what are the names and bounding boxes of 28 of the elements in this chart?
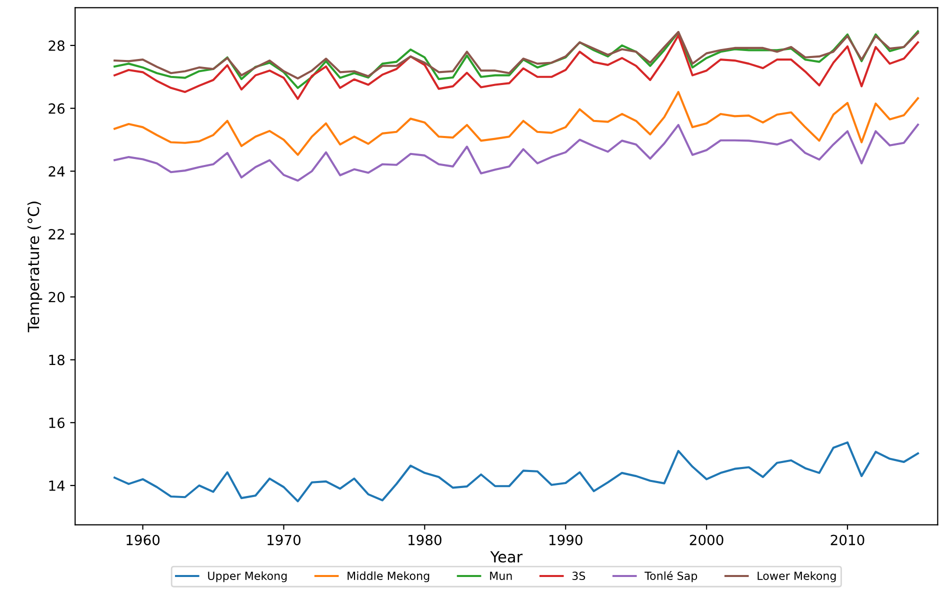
line-series	[114, 34, 919, 100]
x-tick-label: 1970	[268, 534, 300, 546]
x-tick-label: 1990	[549, 534, 582, 546]
line-series	[114, 30, 919, 80]
legend-label: Upper Mekong	[208, 571, 287, 582]
y-tick-label: 22	[48, 229, 64, 240]
line-series	[114, 441, 919, 502]
y-tick-label: 26	[48, 103, 65, 114]
legend-label: Mun	[490, 572, 512, 580]
y-tick-label: 24	[48, 166, 65, 176]
y-tick-label: 28	[48, 40, 64, 51]
x-tick-label: 1980	[408, 534, 442, 546]
legend-label: Middle Mekong	[348, 571, 430, 582]
y-tick-label: 20	[48, 292, 64, 302]
y-tick-label: 18	[49, 354, 64, 366]
legend-label: Tonlé Sap	[644, 570, 698, 582]
legend-label: Lower Mekong	[758, 571, 836, 582]
x-tick-label: 2000	[690, 534, 724, 546]
line-series	[114, 124, 919, 182]
y-tick-label: 14	[49, 480, 65, 491]
x-tick-label: 1960	[126, 534, 160, 546]
y-tick-label: 16	[49, 418, 65, 428]
x-axis-title: Year	[490, 551, 523, 563]
line-series	[114, 30, 919, 89]
x-tick-label: 2010	[830, 534, 864, 546]
legend-label: 3S	[572, 572, 586, 580]
line-series	[114, 90, 919, 156]
y-axis-title: Temperature (°C)	[27, 202, 42, 332]
